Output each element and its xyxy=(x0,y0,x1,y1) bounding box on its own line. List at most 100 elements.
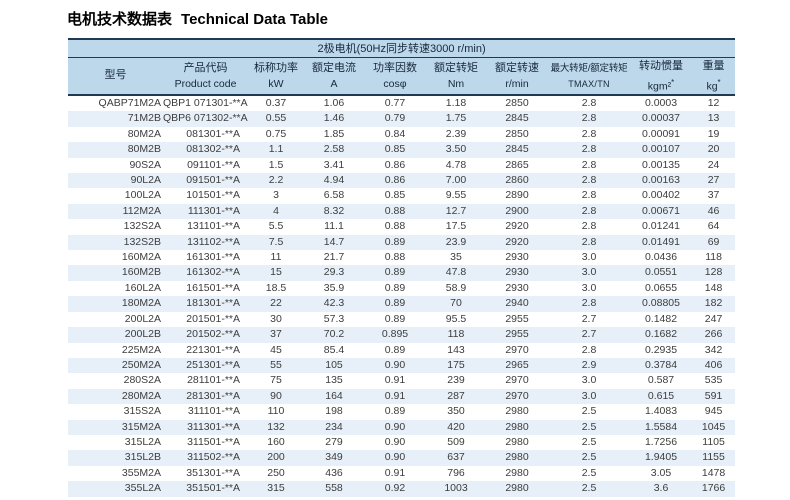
table-cell: 2.2 xyxy=(248,173,304,189)
table-row: 160M2B 161302-**A 15 29.3 0.89 47.8 2930 3.0 0.0… xyxy=(68,265,736,281)
table-row: 200L2B 201502-**A 37 70.2 0.895 118 2955 2.7 0.1… xyxy=(68,327,736,343)
table-cell: 2.8 xyxy=(581,189,597,202)
table-cell: 2.8 xyxy=(581,158,597,171)
table-cell: 47.8 xyxy=(426,265,486,281)
table-cell: 201502-**A xyxy=(163,327,248,343)
table-cell: 2.8 xyxy=(581,127,597,140)
table-cell: 2850 xyxy=(505,127,529,140)
table-cell: 350 xyxy=(447,405,465,418)
table-cell: 6.58 xyxy=(323,189,345,202)
table-row: 132S2A 131101-**A 5.5 11.1 0.88 17.5 2920 2.8 0.… xyxy=(68,219,735,234)
table-cell: 15 xyxy=(248,265,304,281)
table-cell: 591 xyxy=(692,388,736,405)
column-header-rated-current: 额定电流 A xyxy=(304,57,364,96)
table-cell: 200 xyxy=(248,450,304,466)
table-cell: 161501-**A xyxy=(186,281,240,294)
column-header-rated-power: 标称功率 kW xyxy=(248,57,304,96)
table-cell: 4 xyxy=(248,203,304,220)
table-row: 160M2A 161301-**A 11 21.7 0.88 35 2930 3.0 0.043… xyxy=(68,250,735,265)
table-cell: 0.77 xyxy=(384,97,406,109)
table-cell: 55 xyxy=(248,357,304,374)
table-cell: 0.3784 xyxy=(630,357,692,374)
table-cell: 0.86 xyxy=(364,173,426,189)
table-cell: 70 xyxy=(426,296,486,312)
table-cell: 23.9 xyxy=(426,234,486,251)
table-cell: 9.55 xyxy=(445,189,467,202)
table-row: 355M2A 351301-**A 250 436 0.91 796 2980 2.5 3.05… xyxy=(68,466,735,481)
table-cell: 27 xyxy=(692,173,736,189)
table-cell: 1.18 xyxy=(445,97,467,109)
table-cell: 1.06 xyxy=(323,97,345,109)
table-cell: 637 xyxy=(426,450,486,466)
table-cell: 1.46 xyxy=(304,111,364,127)
inertia-footnote-asterisk: * xyxy=(671,77,675,87)
table-cell: 37 xyxy=(707,189,720,202)
table-row: 90S2A 091101-**A 1.5 3.41 0.86 4.78 2865 2.8 0.0… xyxy=(68,158,735,173)
table-cell: 2965 xyxy=(486,357,548,374)
table-cell: 355M2A xyxy=(121,466,161,479)
column-header-product-code: 产品代码 Product code xyxy=(163,57,248,96)
table-cell: 2930 xyxy=(486,265,548,281)
table-cell: 2.7 xyxy=(548,327,630,343)
table-cell: 42.3 xyxy=(304,296,364,312)
table-cell: 1045 xyxy=(692,419,736,435)
table-cell: 132S2A xyxy=(123,220,161,233)
table-cell: 1.1 xyxy=(248,142,304,158)
table-cell: 349 xyxy=(304,450,364,466)
table-cell: 45 xyxy=(270,343,282,356)
table-cell: 342 xyxy=(704,343,723,356)
table-row: 112M2A 111301-**A 4 8.32 0.88 12.7 2900 2.8 0.00… xyxy=(68,203,736,220)
table-cell: 0.88 xyxy=(384,251,406,264)
table-cell: 22 xyxy=(248,296,304,312)
table-cell: 181301-**A xyxy=(163,296,248,312)
table-cell: 250 xyxy=(267,466,285,479)
table-cell: 2.58 xyxy=(304,142,364,158)
table-cell: 46 xyxy=(692,203,736,220)
table-row: 315L2A 311501-**A 160 279 0.90 509 2980 2.5 1.72… xyxy=(68,435,735,450)
table-cell: 0.90 xyxy=(364,419,426,435)
table-cell: 2.8 xyxy=(581,220,597,233)
table-cell: 351301-**A xyxy=(186,466,240,479)
table-cell: 1.5584 xyxy=(630,419,692,435)
table-cell: 2930 xyxy=(505,281,529,294)
table-cell: 14.7 xyxy=(304,234,364,251)
table-cell: 35 xyxy=(450,251,462,264)
table-cell: 0.01241 xyxy=(642,220,680,233)
table-cell: 3.41 xyxy=(323,158,345,171)
table-cell: 100L2A xyxy=(124,189,161,202)
table-cell: 2850 xyxy=(505,97,529,109)
table-cell: 2980 xyxy=(486,481,548,497)
table-cell: 0.0436 xyxy=(644,251,678,264)
table-cell: 21.7 xyxy=(323,251,345,264)
table-cell: 0.0003 xyxy=(644,97,678,109)
table-cell: 118 xyxy=(705,251,722,264)
table-cell: 0.0655 xyxy=(644,281,678,294)
table-cell: 2.39 xyxy=(445,127,467,140)
table-cell: 0.2935 xyxy=(644,343,678,356)
table-cell: 0.85 xyxy=(384,189,406,202)
table-cell: 0.01491 xyxy=(630,234,692,251)
table-cell: 091101-**A xyxy=(187,158,240,171)
table-cell: 2.9 xyxy=(548,357,630,374)
table-cell: 111301-**A xyxy=(163,203,248,220)
table-cell: 30 xyxy=(270,312,282,325)
table-cell: 7.5 xyxy=(248,234,304,251)
table-cell: 2970 xyxy=(505,374,529,387)
table-cell: 0.00091 xyxy=(642,127,680,140)
table-cell: 0.84 xyxy=(384,127,406,140)
page-title-en: Technical Data Table xyxy=(181,11,329,28)
table-cell: 509 xyxy=(447,435,465,448)
table-cell: 160 xyxy=(267,435,285,448)
table-cell: 180M2A xyxy=(68,296,163,312)
table-cell: 201501-**A xyxy=(186,312,240,325)
table-cell: 2.8 xyxy=(548,173,630,189)
table-cell: 2.5 xyxy=(581,405,597,418)
table-cell: 160M2A xyxy=(121,251,161,264)
table-cell: 1.7256 xyxy=(644,435,678,448)
table-cell: 7.00 xyxy=(426,173,486,189)
table-body: QABP71M2A QBP1 071301-**A 0.37 1.06 0.77 1.18… xyxy=(68,95,736,497)
table-cell: 2980 xyxy=(505,435,529,448)
table-cell: 1.9405 xyxy=(630,450,692,466)
table-cell: 0.79 xyxy=(364,111,426,127)
table-cell: 2.8 xyxy=(548,111,630,127)
